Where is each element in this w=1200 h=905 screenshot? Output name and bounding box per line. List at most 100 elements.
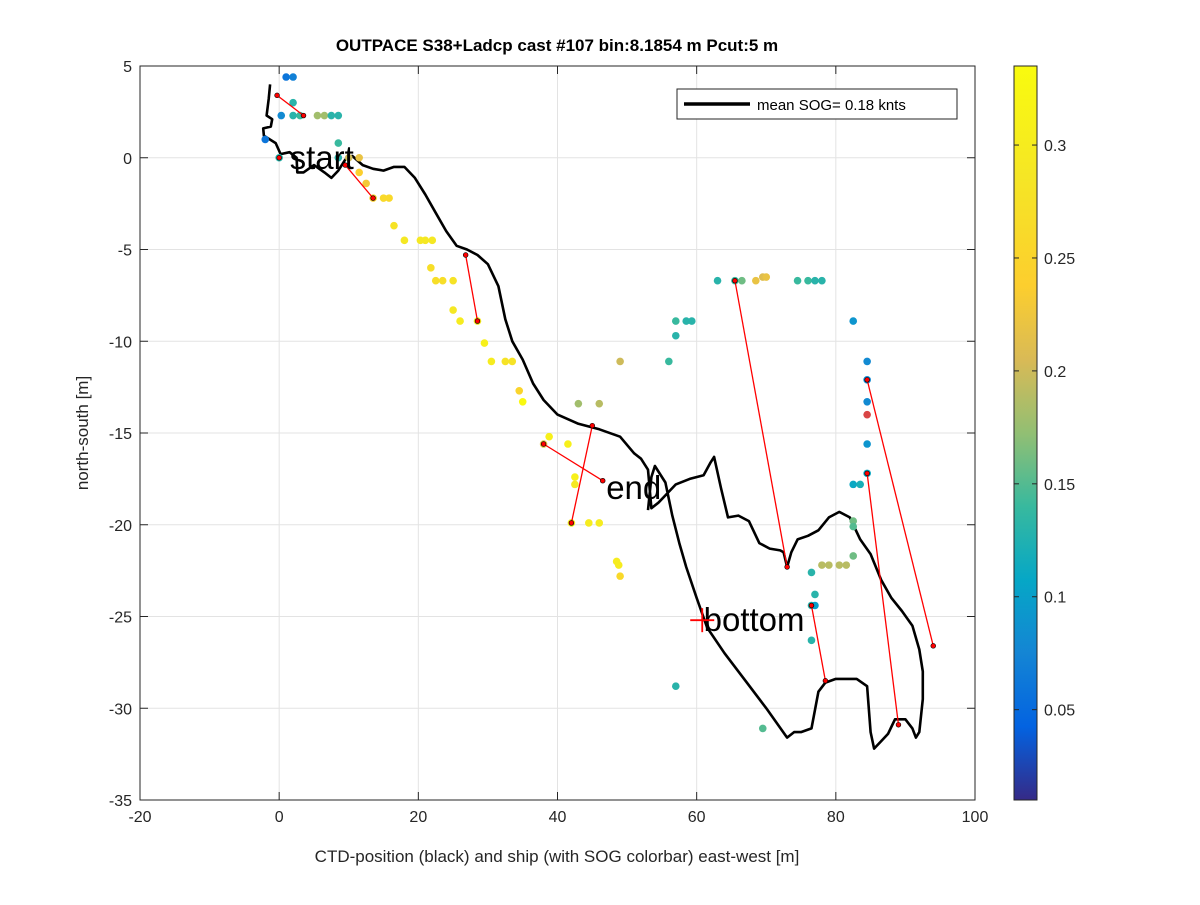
ctd-track: [261, 84, 925, 750]
ctd-marker: [808, 602, 815, 609]
ship-point: [449, 276, 457, 285]
ship-point: [849, 317, 858, 325]
ctd-marker: [864, 470, 870, 477]
red-segment: [866, 379, 934, 647]
red-segment: [465, 254, 479, 322]
y-axis-label: north-south [m]: [73, 376, 92, 490]
x-tick-label: 60: [688, 809, 706, 826]
annotation-start: start: [290, 139, 354, 176]
colorbar-tick-label: 0.1: [1044, 590, 1066, 607]
ctd-marker: [568, 520, 575, 526]
y-tick-label: -5: [118, 243, 132, 260]
ship-point: [427, 264, 435, 272]
ship-point: [818, 561, 826, 569]
ship-point: [849, 517, 858, 525]
colorbar-tick-label: 0.15: [1044, 477, 1075, 494]
x-tick-label: 80: [827, 809, 845, 826]
red-segment: [276, 94, 304, 117]
ship-point: [501, 357, 510, 366]
ship-point: [807, 636, 816, 645]
ship-point: [289, 73, 297, 81]
ctd-marker: [822, 678, 829, 684]
ship-point: [379, 194, 388, 202]
ship-point: [320, 111, 329, 120]
ctd-marker: [732, 277, 738, 284]
ship-point: [400, 236, 409, 245]
colorbar: 0.05 0.1 0.15 0.2 0.25 0.3: [1013, 65, 1075, 801]
y-tick-label: -10: [109, 334, 132, 351]
y-tick-label: -30: [109, 701, 132, 718]
ctd-marker: [462, 252, 469, 258]
ship-point: [863, 398, 871, 406]
red-segment: [543, 443, 604, 482]
ship-point: [818, 276, 826, 285]
ship-point: [518, 398, 527, 406]
red-segment: [810, 605, 827, 681]
y-tick-label: -15: [109, 426, 132, 443]
colorbar-tick-label: 0.25: [1044, 251, 1075, 268]
red-segment: [344, 164, 374, 199]
ctd-marker: [589, 422, 595, 429]
ctd-markers: [274, 92, 936, 728]
ship-point: [863, 440, 871, 448]
ship-point: [671, 317, 680, 325]
ship-point: [863, 410, 871, 419]
ship-point: [327, 111, 336, 120]
ship-point: [842, 561, 851, 569]
ship-point: [825, 561, 833, 569]
ship-point: [355, 153, 363, 162]
x-axis: -20 0 20 40 60 80 100: [128, 66, 988, 826]
ship-point: [508, 357, 517, 366]
ship-point: [687, 317, 696, 325]
ship-point: [480, 339, 489, 347]
ship-point: [428, 236, 437, 245]
ship-point: [571, 480, 579, 489]
ship-point: [390, 221, 398, 230]
ship-point: [856, 480, 864, 489]
ship-point: [849, 552, 858, 560]
ship-point: [289, 111, 297, 120]
x-axis-label: CTD-position (black) and ship (with SOG …: [315, 847, 800, 866]
ctd-marker: [370, 195, 376, 201]
x-tick-label: 20: [409, 809, 427, 826]
legend-entry: mean SOG= 0.18 knts: [757, 97, 906, 114]
y-tick-label: -20: [109, 518, 132, 535]
y-tick-label: -25: [109, 610, 132, 627]
ship-point: [752, 276, 760, 285]
legend: mean SOG= 0.18 knts: [676, 88, 958, 120]
ship-point: [355, 168, 363, 177]
ship-point: [362, 179, 370, 188]
annotation-end: end: [606, 469, 661, 506]
ship-point: [261, 135, 270, 144]
ctd-marker: [276, 155, 282, 161]
ship-point: [849, 522, 858, 531]
ctd-marker: [300, 112, 307, 119]
ship-point: [758, 724, 767, 733]
y-tick-label: -35: [109, 793, 132, 810]
ctd-marker: [600, 478, 606, 484]
ship-point: [449, 306, 457, 314]
ship-point: [793, 276, 802, 285]
ship-point: [595, 519, 604, 527]
y-tick-label: 5: [123, 59, 132, 76]
ship-point: [738, 276, 746, 285]
red-segment: [866, 473, 900, 725]
ship-point: [313, 111, 322, 120]
ship-point: [421, 236, 430, 245]
ship-point: [616, 572, 624, 580]
ctd-marker: [274, 92, 280, 99]
ctd-marker: [784, 564, 790, 570]
ship-point: [807, 568, 816, 577]
y-tick-label: 0: [123, 151, 132, 168]
ship-point: [595, 399, 604, 408]
ctd-marker: [864, 377, 870, 383]
ship-point: [564, 440, 572, 448]
ship-point: [585, 519, 593, 527]
colorbar-gradient: [1013, 65, 1038, 801]
ship-point: [334, 111, 343, 120]
x-tick-label: 40: [549, 809, 567, 826]
ship-point: [515, 386, 524, 395]
x-tick-label: -20: [128, 809, 151, 826]
ctd-marker: [342, 162, 348, 168]
